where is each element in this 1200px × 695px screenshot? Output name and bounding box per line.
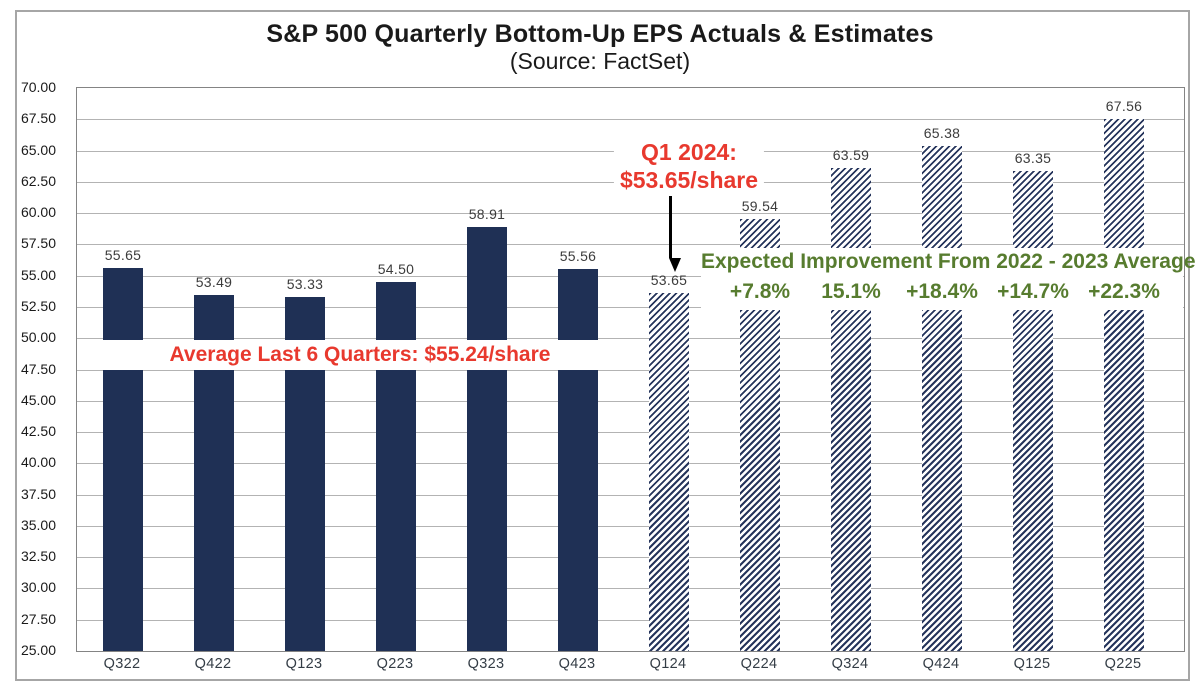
bar-value-label: 63.59 (832, 147, 870, 164)
bar-value-label: 65.38 (923, 124, 961, 141)
bar-value-label: 53.33 (286, 275, 324, 292)
gridline (77, 369, 1184, 371)
bar-value-label: 55.56 (559, 247, 597, 264)
bar-Q424 (922, 145, 962, 651)
y-axis-label: 62.50 (20, 172, 56, 189)
plot-area: 55.65 53.49 53.33 54.50 58.91 55.56 53.65 59.54… (76, 87, 1196, 652)
chart-title: S&P 500 Quarterly Bottom-Up EPS Actuals … (266, 20, 934, 48)
arrow-head (669, 258, 681, 272)
average-annotation: Average Last 6 Quarters: $55.24/share (79, 340, 641, 370)
bar-Q322 (103, 267, 143, 651)
gridline (77, 338, 1184, 340)
gridline (77, 463, 1184, 465)
x-axis-label: Q225 (1104, 656, 1142, 672)
improvement-value: +18.4% (906, 280, 978, 303)
improvement-value: +7.8% (729, 280, 791, 303)
bar-value-label: 67.56 (1105, 97, 1143, 114)
x-axis-label: Q422 (194, 656, 232, 672)
y-axis-label: 60.00 (20, 204, 56, 221)
y-axis-label: 70.00 (20, 79, 56, 95)
bar-Q225 (1104, 118, 1144, 651)
x-axis-label: Q322 (103, 656, 141, 672)
bar-value-label: 53.49 (195, 273, 233, 290)
x-axis-label: Q124 (649, 656, 687, 672)
q1-2024-annotation: Q1 2024: $53.65/share (613, 136, 765, 197)
bar-value-label: 63.35 (1014, 150, 1052, 167)
y-axis-label: 55.00 (20, 266, 56, 283)
y-axis-label: 27.50 (20, 610, 56, 627)
bar-Q323 (467, 226, 507, 651)
bar-value-label: 53.65 (650, 271, 688, 288)
bar-value-label: 54.50 (377, 260, 415, 277)
improvement-header: Expected Improvement From 2022 - 2023 Av… (701, 250, 1196, 273)
bar-Q124 (649, 292, 689, 651)
y-axis-label: 40.00 (20, 454, 56, 471)
bar-Q223 (376, 281, 416, 651)
bar-Q324 (831, 168, 871, 651)
y-axis-label: 57.50 (20, 235, 56, 252)
y-axis: 70.00 67.50 65.00 62.50 60.00 57.50 55.00 52.50… (0, 79, 66, 658)
y-axis-label: 52.50 (20, 297, 56, 314)
x-axis-label: Q224 (740, 656, 778, 672)
improvement-annotation: Expected Improvement From 2022 - 2023 Av… (701, 248, 1196, 310)
y-axis-label: 25.00 (20, 642, 56, 658)
bar-value-label: 55.65 (104, 246, 142, 263)
improvement-value: 15.1% (821, 280, 881, 303)
x-axis-label: Q423 (558, 656, 596, 672)
gridline (77, 213, 1184, 215)
gridline (77, 525, 1184, 527)
gridline (77, 494, 1184, 496)
y-axis-label: 30.00 (20, 579, 56, 596)
improvement-value: +14.7% (997, 280, 1069, 303)
gridline (77, 619, 1184, 621)
q1-2024-annotation-line1: Q1 2024: (641, 139, 737, 165)
x-axis-label: Q323 (467, 656, 505, 672)
y-axis-label: 50.00 (20, 329, 56, 346)
arrow-shaft (669, 196, 672, 258)
q1-2024-annotation-line2: $53.65/share (619, 167, 759, 194)
improvement-value: +22.3% (1088, 280, 1160, 303)
y-axis-label: 67.50 (20, 110, 56, 127)
bar-Q423 (558, 268, 598, 651)
y-axis-label: 47.50 (20, 360, 56, 377)
gridline (77, 400, 1184, 402)
x-axis-label: Q125 (1013, 656, 1051, 672)
y-axis-label: 42.50 (20, 423, 56, 440)
bar-value-label: 59.54 (741, 197, 779, 214)
gridline (77, 306, 1184, 308)
chart-subtitle: (Source: FactSet) (509, 48, 691, 74)
gridline (77, 432, 1184, 434)
y-axis-label: 32.50 (20, 548, 56, 565)
x-axis-label: Q424 (922, 656, 960, 672)
x-axis-label: Q324 (831, 656, 869, 672)
y-axis-label: 37.50 (20, 485, 56, 502)
gridline (77, 557, 1184, 559)
y-axis-label: 45.00 (20, 391, 56, 408)
bar-Q125 (1013, 171, 1053, 651)
x-axis-label: Q223 (376, 656, 414, 672)
average-annotation-text: Average Last 6 Quarters: $55.24/share (169, 343, 551, 366)
bar-value-label: 58.91 (468, 205, 506, 222)
gridline (77, 119, 1184, 121)
gridline (77, 588, 1184, 590)
y-axis-label: 35.00 (20, 516, 56, 533)
gridline (77, 244, 1184, 246)
gridline (77, 275, 1184, 277)
x-axis-label: Q123 (285, 656, 323, 672)
y-axis-label: 65.00 (20, 141, 56, 158)
